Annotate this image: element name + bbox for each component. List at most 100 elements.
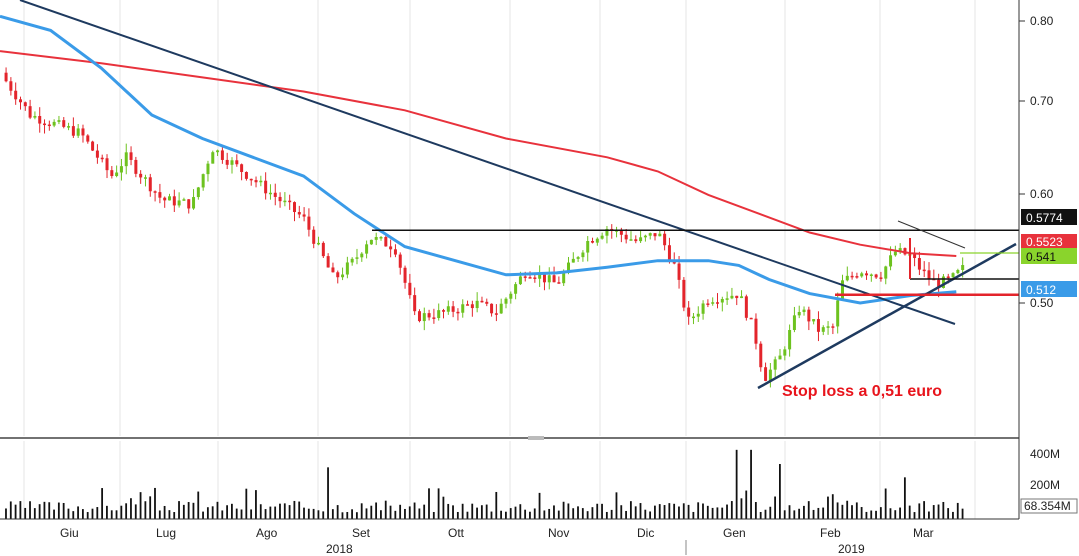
candle <box>432 317 436 319</box>
volume-bar <box>317 510 320 519</box>
candle <box>547 275 551 283</box>
volume-bar <box>485 504 488 519</box>
volume-bar <box>144 501 147 519</box>
candle <box>706 303 710 305</box>
volume-bar <box>288 505 291 519</box>
candle <box>437 310 441 319</box>
candle <box>624 234 628 240</box>
volume-bar <box>639 503 642 519</box>
volume-bar <box>596 503 599 519</box>
candle <box>355 257 359 259</box>
volume-bar <box>745 490 748 519</box>
volume-bar <box>67 508 70 519</box>
panel-splitter-handle[interactable] <box>528 436 544 440</box>
candle <box>759 343 763 368</box>
volume-bar <box>634 506 637 519</box>
candle <box>485 301 489 304</box>
volume-bar <box>33 508 36 519</box>
x-month-label: Set <box>352 526 371 540</box>
candle <box>941 276 945 288</box>
candle <box>831 326 835 328</box>
candle <box>105 158 109 171</box>
candle <box>937 279 941 288</box>
volume-bar <box>706 505 709 519</box>
volume-bar <box>360 503 363 519</box>
candles <box>4 67 965 388</box>
volume-bar <box>72 511 75 519</box>
volume-bar <box>822 507 825 519</box>
candle <box>711 302 715 304</box>
candle <box>850 275 854 278</box>
candle <box>581 252 585 258</box>
price-tag-2: 0.541 <box>1021 248 1077 264</box>
candle <box>634 239 638 242</box>
candle <box>240 164 244 173</box>
candle <box>619 230 623 235</box>
volume-bar <box>827 496 829 519</box>
candle <box>244 172 248 179</box>
candle <box>177 200 181 206</box>
volume-bar <box>115 510 118 519</box>
candle <box>874 274 878 278</box>
volume-bar <box>553 505 555 519</box>
candle <box>816 319 820 332</box>
volume-bar <box>524 509 527 519</box>
volume-bar <box>769 506 772 519</box>
volume-bar <box>149 496 152 519</box>
candle <box>230 160 234 165</box>
volume-bar <box>279 503 281 519</box>
volume-bar <box>192 502 195 519</box>
candle <box>379 237 383 239</box>
volume-bar <box>625 510 627 519</box>
volume-bar <box>106 505 108 519</box>
candle <box>691 316 695 319</box>
volume-bar <box>125 503 128 519</box>
volume-bar <box>178 501 180 519</box>
candle <box>643 235 647 238</box>
candle <box>893 251 897 256</box>
volume-bar <box>231 503 233 519</box>
candle <box>192 197 196 209</box>
candle <box>605 228 609 236</box>
pattern-upper-edge <box>897 220 966 249</box>
volume-bar <box>798 508 801 519</box>
candle <box>542 274 546 283</box>
volume-bar <box>43 501 46 519</box>
uptrend-line <box>757 242 1017 390</box>
volume-bar <box>53 509 55 519</box>
x-axis: Giu Lug Ago Set Ott Nov Dic Gen Feb Mar … <box>60 526 934 556</box>
volume-bar <box>428 488 430 519</box>
volume-bar <box>711 507 714 519</box>
candle <box>778 355 782 360</box>
volume-bar <box>750 449 752 519</box>
x-year-label: 2019 <box>838 542 865 556</box>
candle <box>470 304 474 309</box>
candle <box>797 312 801 316</box>
candle <box>211 152 215 164</box>
volume-bar <box>572 508 575 519</box>
volume-bar <box>240 509 243 519</box>
candle <box>595 238 599 243</box>
volume-bar <box>865 511 868 519</box>
volume-bar <box>101 488 104 519</box>
candle <box>129 152 133 160</box>
volume-bar <box>77 506 79 519</box>
candle <box>865 273 869 276</box>
volume-bar <box>24 507 27 519</box>
volume-bar <box>740 498 743 519</box>
candle <box>201 174 205 188</box>
candle <box>788 329 792 350</box>
candle <box>321 242 325 257</box>
volume-bar <box>586 511 589 519</box>
candle <box>235 160 239 165</box>
candle <box>47 124 51 127</box>
volume-bar <box>726 504 728 519</box>
volume-bar <box>509 508 512 519</box>
volume-bar <box>447 503 450 519</box>
volume-bar <box>759 511 762 519</box>
volume-bar <box>375 502 378 519</box>
volume-bar <box>264 509 267 519</box>
x-year-label: 2018 <box>326 542 353 556</box>
volume-bar <box>327 467 329 519</box>
